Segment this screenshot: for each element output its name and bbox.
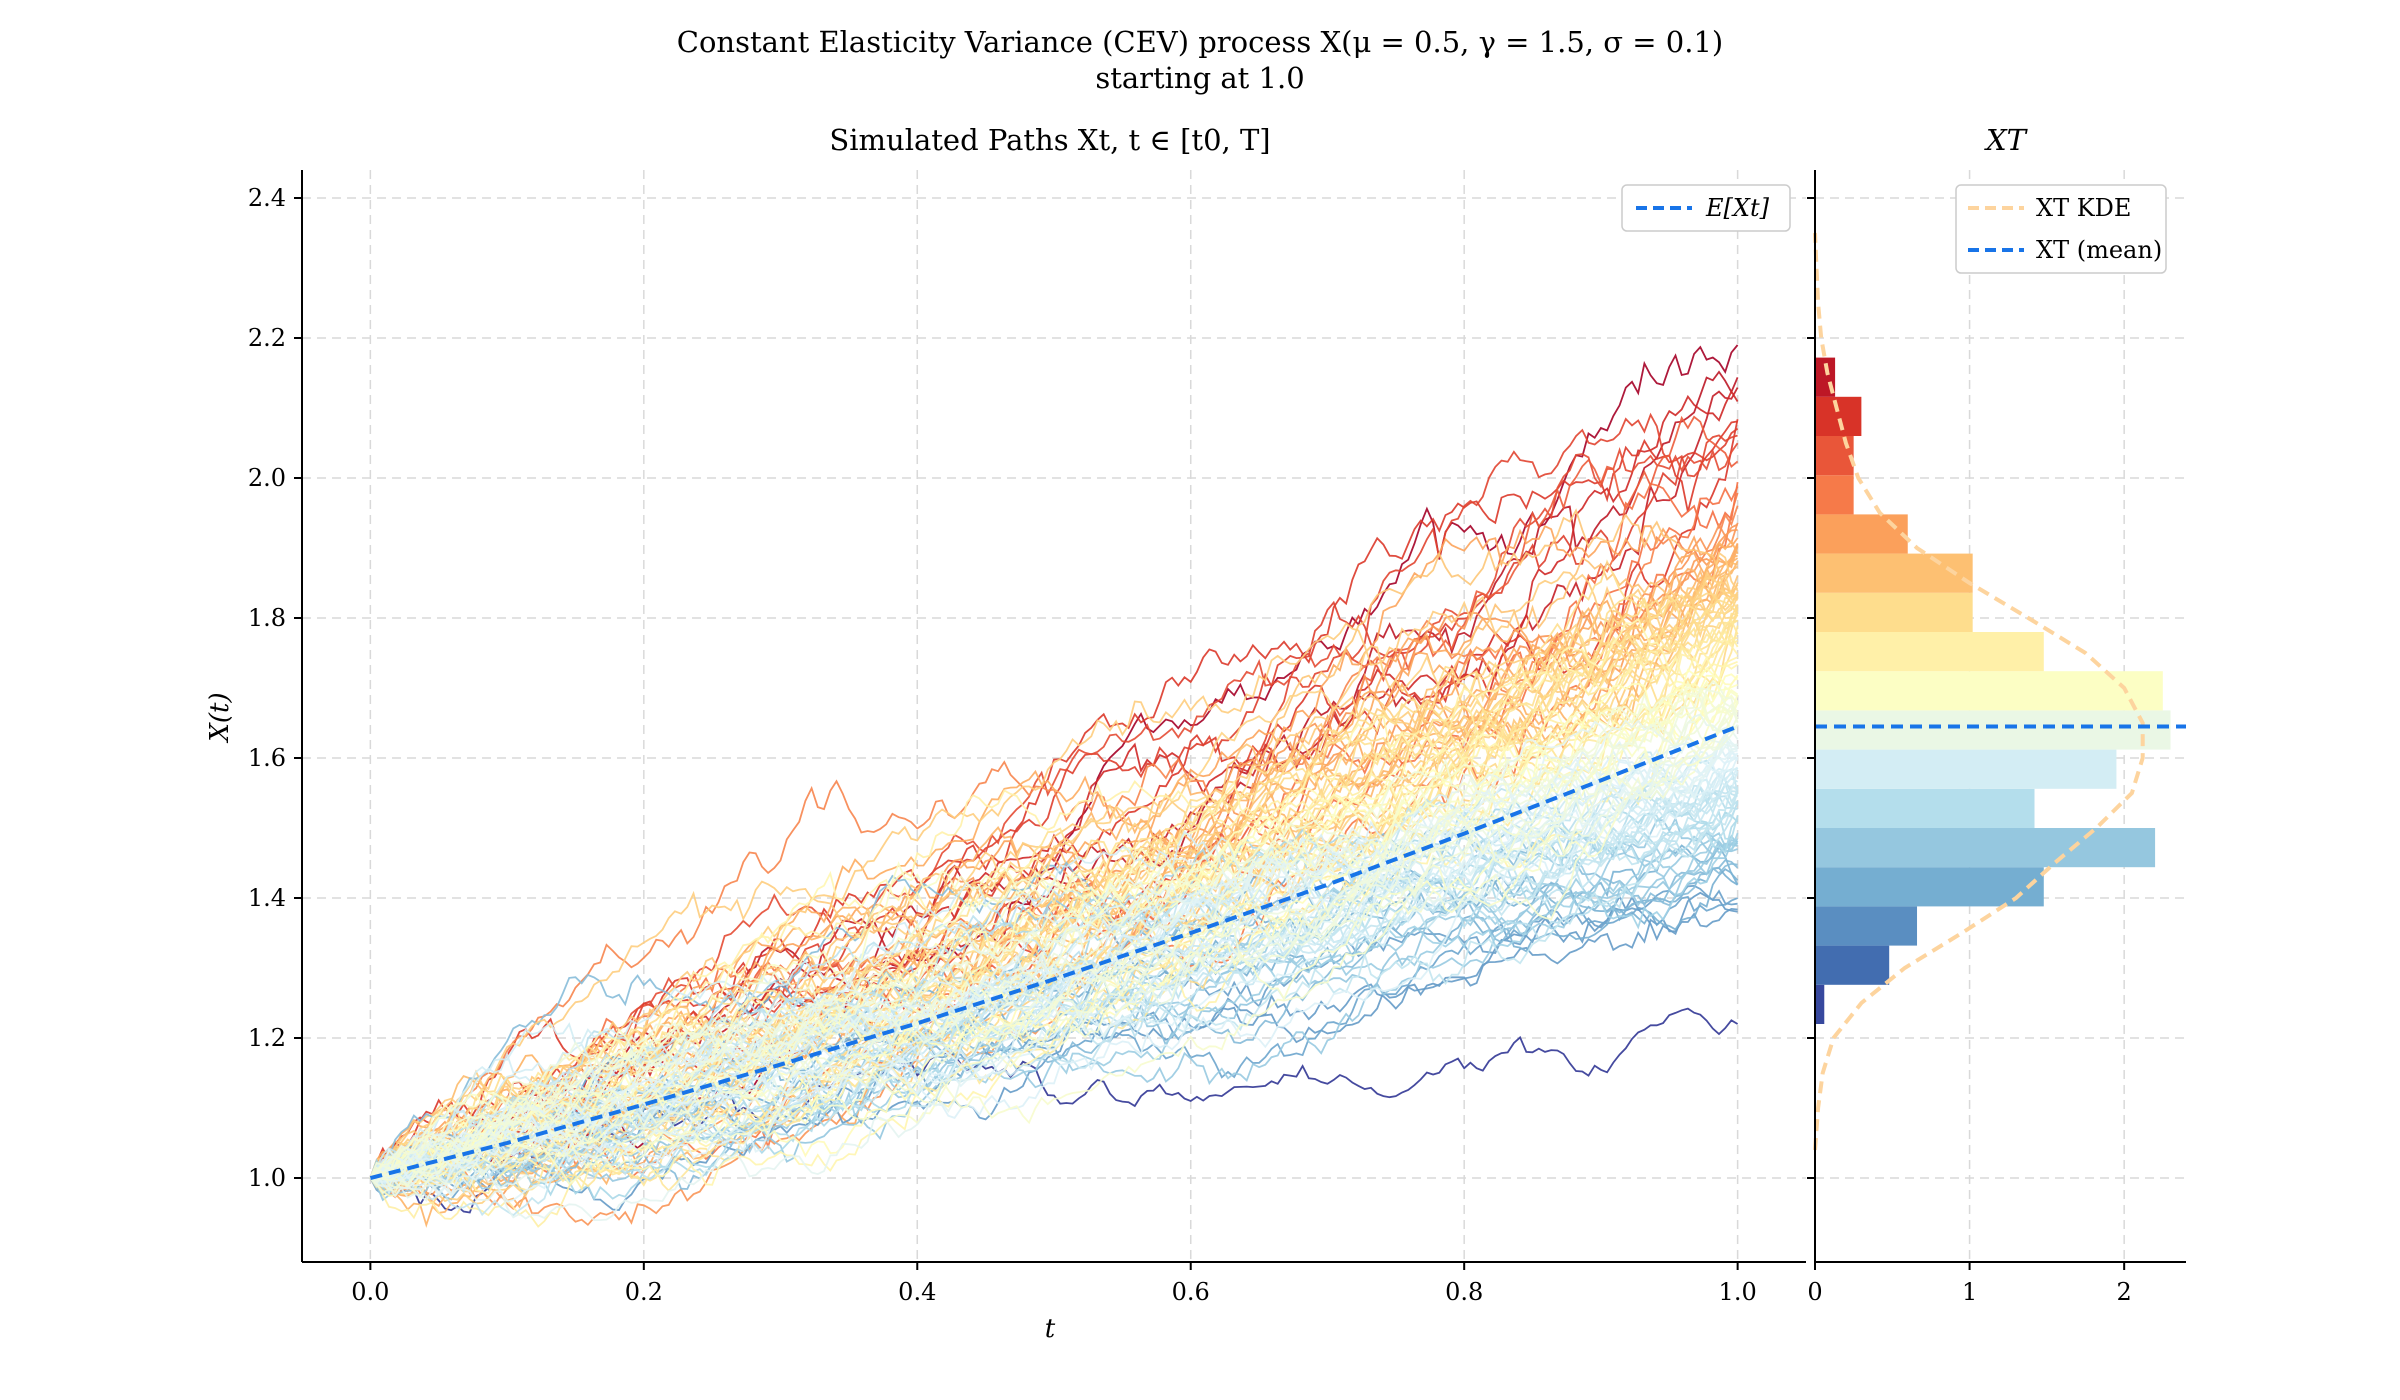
simulated-path: [369, 685, 1739, 1179]
hist-x-tick-label: 1: [1962, 1278, 1977, 1306]
paths-grid: [302, 170, 1806, 1262]
paths-legend: E[Xt]: [1621, 184, 1791, 232]
kde-curve-group: [1813, 232, 2145, 1151]
x-tick-label: 0.6: [1172, 1278, 1210, 1306]
simulated-path: [369, 680, 1739, 1183]
simulated-path: [369, 825, 1738, 1179]
hist-bar: [1815, 514, 1908, 554]
y-tick-label: 1.2: [248, 1024, 286, 1052]
simulated-path: [369, 731, 1739, 1184]
paths-axes: 0.0 0.2 0.4 0.6 0.8 1.0 1.0 1.2 1.4 1.6 1.8 2.0 2.2 2…: [248, 170, 1806, 1306]
y-tick-label: 1.4: [248, 884, 286, 912]
simulated-paths: [369, 344, 1739, 1228]
mean-path-line: [369, 724, 1739, 1180]
x-tick-label: 0.0: [351, 1278, 389, 1306]
simulated-path: [370, 598, 1739, 1179]
hist-bar: [1815, 828, 2156, 868]
hist-bar: [1815, 867, 2044, 907]
hist-legend: XT KDE XT (mean): [1955, 184, 2167, 274]
simulated-path: [369, 745, 1739, 1197]
simulated-path: [370, 742, 1738, 1197]
y-tick-label: 1.8: [248, 604, 286, 632]
simulated-path: [369, 749, 1738, 1187]
simulated-path: [369, 783, 1738, 1179]
kde-curve: [1813, 232, 2145, 1151]
simulated-path: [369, 593, 1739, 1191]
paths-panel-title: Simulated Paths Xt, t ∈ [t0, T]: [829, 123, 1270, 157]
legend-mean-label: E[Xt]: [1705, 194, 1770, 222]
hist-x-tick-label: 0: [1807, 1278, 1822, 1306]
hist-bar: [1815, 396, 1862, 436]
x-tick-label: 1.0: [1719, 1278, 1757, 1306]
x-tick-label: 0.8: [1445, 1278, 1483, 1306]
hist-bar: [1815, 632, 2044, 672]
hist-bar: [1815, 671, 2163, 711]
hist-bar: [1815, 749, 2117, 789]
simulated-path: [369, 797, 1739, 1201]
simulated-path: [370, 551, 1739, 1188]
mean-path-group: [369, 724, 1739, 1180]
hist-panel-title: XT: [1984, 123, 2029, 157]
x-tick-label: 0.2: [625, 1278, 663, 1306]
hist-bar: [1815, 906, 1918, 946]
simulated-path: [369, 701, 1739, 1186]
y-axis-label: X(t): [205, 692, 235, 743]
figure-title-line2: starting at 1.0: [1095, 61, 1304, 95]
hist-bar: [1815, 710, 2171, 750]
y-tick-label: 2.2: [248, 324, 286, 352]
figure-title-line1: Constant Elasticity Variance (CEV) proce…: [677, 25, 1723, 59]
hist-bar: [1815, 553, 1973, 593]
hist-bar: [1815, 592, 1973, 632]
simulated-paths-panel: Simulated Paths Xt, t ∈ [t0, T] 0.0 0.2 0.…: [205, 123, 1806, 1344]
hist-x-tick-label: 2: [2117, 1278, 2132, 1306]
legend-hist-mean-label: XT (mean): [2036, 236, 2162, 264]
simulated-path: [369, 420, 1738, 1179]
simulated-path: [370, 724, 1739, 1179]
simulated-path: [369, 713, 1739, 1195]
x-axis-label: t: [1045, 1314, 1056, 1344]
simulated-path: [369, 689, 1739, 1185]
simulated-path: [369, 767, 1738, 1179]
simulated-path: [370, 720, 1739, 1183]
y-tick-label: 2.4: [248, 184, 286, 212]
y-tick-label: 1.0: [248, 1164, 286, 1192]
hist-bar: [1815, 788, 2035, 828]
simulated-path: [370, 680, 1739, 1179]
y-tick-label: 2.0: [248, 464, 286, 492]
simulated-path: [369, 687, 1739, 1199]
hist-bars: [1815, 357, 2171, 1024]
hist-bar: [1815, 475, 1854, 515]
simulated-path: [369, 719, 1738, 1221]
y-tick-label: 1.6: [248, 744, 286, 772]
hist-bar: [1815, 436, 1854, 476]
simulated-path: [369, 508, 1739, 1179]
terminal-distribution-panel: XT 0 1 2 XT KDE XT (mean): [1807, 123, 2186, 1306]
hist-bar: [1815, 945, 1890, 985]
simulated-path: [369, 786, 1739, 1179]
legend-kde-label: XT KDE: [2036, 194, 2131, 222]
hist-axes: 0 1 2: [1807, 170, 2186, 1306]
simulated-path: [370, 713, 1739, 1202]
x-tick-label: 0.4: [898, 1278, 936, 1306]
paths-legend-box: [1621, 184, 1791, 232]
hist-bar: [1815, 984, 1825, 1024]
